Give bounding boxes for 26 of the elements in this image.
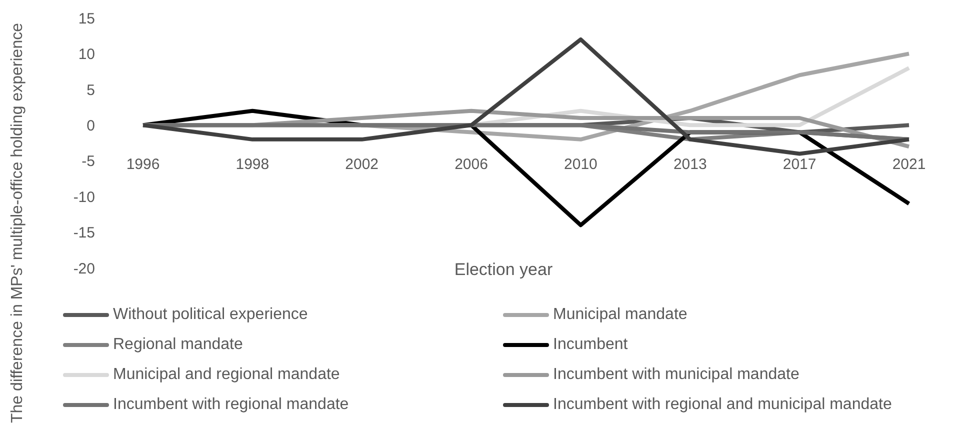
legend-label: Incumbent: [553, 336, 628, 354]
y-axis-title: The difference in MPs' multiple-office holding experience: [8, 22, 27, 426]
legend-label: Municipal mandate: [553, 306, 688, 324]
legend-label: Municipal and regional mandate: [113, 366, 340, 384]
legend-label: Incumbent with regional and municipal mandate: [553, 396, 892, 414]
x-axis-title: Election year: [454, 260, 553, 279]
y-tick-label: 10: [78, 46, 95, 64]
legend-label: Regional mandate: [113, 336, 243, 354]
y-tick-label: -10: [73, 188, 95, 206]
y-tick-label: 0: [86, 117, 95, 134]
x-tick-label: 2017: [782, 156, 816, 174]
x-tick-label: 1996: [126, 156, 160, 174]
x-tick-label: 2010: [564, 156, 598, 174]
y-tick-label: 5: [86, 82, 95, 99]
x-tick-label: 2006: [454, 156, 488, 174]
y-tick-label: 15: [78, 10, 95, 28]
x-tick-label: 2002: [345, 156, 379, 174]
legend-label: Incumbent with regional mandate: [113, 396, 349, 414]
legend-label: Without political experience: [113, 306, 308, 324]
x-tick-label: 1998: [236, 156, 270, 174]
x-tick-label: 2013: [673, 156, 707, 174]
legend-label: Incumbent with municipal mandate: [553, 366, 800, 384]
x-tick-label: 2021: [892, 156, 926, 174]
y-tick-label: -20: [73, 260, 95, 278]
y-tick-label: -15: [73, 224, 95, 242]
y-tick-label: -5: [82, 153, 95, 170]
